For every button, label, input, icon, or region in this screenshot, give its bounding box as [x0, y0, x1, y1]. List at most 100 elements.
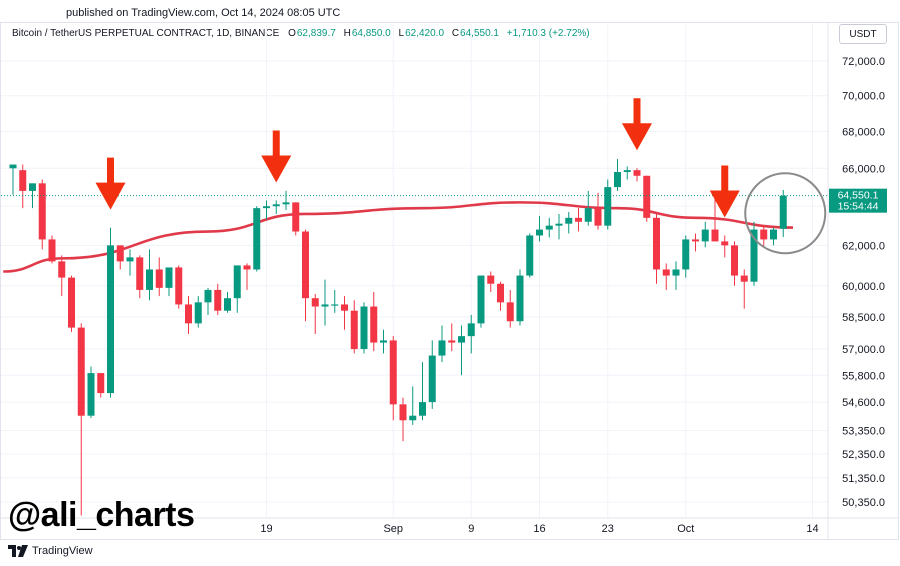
- candle-body: [29, 183, 36, 191]
- candle-body: [770, 229, 777, 240]
- candle-body: [662, 269, 670, 276]
- candle-body: [331, 304, 339, 306]
- close-label: C: [451, 28, 460, 39]
- candle-body: [604, 187, 612, 226]
- y-tick-label: 62,000.0: [842, 240, 885, 252]
- x-tick-label: Sep: [383, 523, 403, 535]
- candle-body: [653, 217, 660, 270]
- candle-body: [536, 229, 543, 236]
- candle-body: [497, 283, 504, 303]
- candle-body: [107, 245, 114, 394]
- candle-body: [565, 217, 573, 224]
- candle-body: [292, 202, 300, 232]
- candle-body: [506, 302, 514, 322]
- candle-body: [68, 277, 75, 328]
- low-value: 62,420.0: [405, 28, 445, 39]
- y-tick-label: 54,600.0: [842, 397, 885, 409]
- candle-body: [272, 204, 280, 207]
- y-tick-label: 53,350.0: [842, 426, 885, 438]
- candle-body: [692, 239, 699, 242]
- candle-body: [185, 304, 192, 324]
- chart-legend: Bitcoin / TetherUS PERPETUAL CONTRACT, 1…: [12, 28, 595, 39]
- candle-body: [419, 402, 426, 416]
- chart-frame: [0, 22, 899, 540]
- candle-body: [448, 340, 456, 343]
- candle-body: [97, 373, 105, 394]
- candle-body: [77, 327, 85, 416]
- close-value: 64,550.1: [460, 28, 499, 39]
- y-tick-label: 72,000.0: [842, 56, 885, 68]
- candle-body: [555, 223, 563, 226]
- candle-body: [48, 239, 56, 262]
- candle-body: [87, 373, 95, 416]
- candle-body: [380, 340, 387, 343]
- candle-body: [224, 298, 231, 311]
- low-label: L: [398, 28, 405, 39]
- candle-body: [672, 269, 680, 276]
- x-tick-label: 19: [260, 523, 272, 535]
- candle-body: [204, 289, 212, 303]
- highlight-circle-annotation: [744, 172, 827, 255]
- candle-body: [243, 265, 251, 270]
- candle-body: [19, 170, 27, 191]
- currency-button[interactable]: USDT: [839, 24, 887, 44]
- candle-body: [360, 306, 368, 350]
- candle-body: [711, 229, 719, 242]
- candle-body: [779, 195, 787, 229]
- candle-body: [9, 164, 17, 169]
- candle-body: [614, 172, 621, 188]
- y-tick-label: 50,350.0: [842, 497, 885, 509]
- candle-body: [126, 257, 134, 262]
- change-value: +1,710.3 (+2.72%): [506, 28, 590, 39]
- candle-body: [731, 245, 738, 276]
- candle-body: [321, 304, 329, 307]
- candle-body: [594, 208, 602, 226]
- y-tick-label: 68,000.0: [842, 126, 885, 138]
- candle-body: [701, 229, 709, 242]
- candle-body: [438, 340, 446, 356]
- candle-body: [214, 289, 222, 311]
- open-value: 62,839.7: [296, 28, 336, 39]
- open-label: O: [288, 28, 296, 39]
- tradingview-logo-icon: [8, 545, 28, 557]
- candle-body: [487, 275, 495, 284]
- candle-body: [516, 275, 524, 322]
- y-tick-label: 55,800.0: [842, 370, 885, 382]
- candle-body: [633, 170, 641, 176]
- candle-body: [399, 404, 407, 421]
- candle-body: [58, 261, 66, 278]
- y-tick-label: 51,350.0: [842, 473, 885, 485]
- candle-body: [428, 355, 436, 403]
- candle-body: [575, 217, 582, 222]
- candle-body: [146, 269, 153, 290]
- candle-body: [760, 229, 768, 240]
- down-arrow-annotation: [622, 98, 652, 151]
- candle-body: [302, 231, 309, 299]
- y-tick-label: 57,000.0: [842, 344, 885, 356]
- candle-body: [584, 208, 592, 222]
- x-tick-label: 23: [602, 523, 614, 535]
- candle-body: [623, 170, 631, 173]
- last-price-label: 64,550.1: [838, 190, 879, 202]
- candle-body: [643, 175, 651, 218]
- x-tick-label: 9: [468, 523, 474, 535]
- published-caption: published on TradingView.com, Oct 14, 20…: [66, 7, 341, 19]
- high-label: H: [343, 28, 351, 39]
- down-arrow-annotation: [709, 165, 740, 218]
- candle-body: [165, 267, 173, 288]
- candle-body: [136, 257, 144, 290]
- candle-body: [409, 415, 417, 421]
- symbol-title: Bitcoin / TetherUS PERPETUAL CONTRACT, 1…: [12, 28, 280, 39]
- candle-body: [467, 323, 475, 337]
- candle-body: [350, 310, 358, 350]
- author-watermark: @ali_charts: [8, 496, 195, 534]
- candle-body: [721, 241, 729, 246]
- candle-body: [282, 202, 290, 205]
- candle-body: [263, 206, 270, 209]
- candle-body: [253, 208, 261, 270]
- footer-brand: TradingView: [8, 545, 93, 557]
- candle-body: [116, 245, 124, 262]
- down-arrow-annotation: [95, 157, 126, 210]
- candle-body: [311, 298, 319, 307]
